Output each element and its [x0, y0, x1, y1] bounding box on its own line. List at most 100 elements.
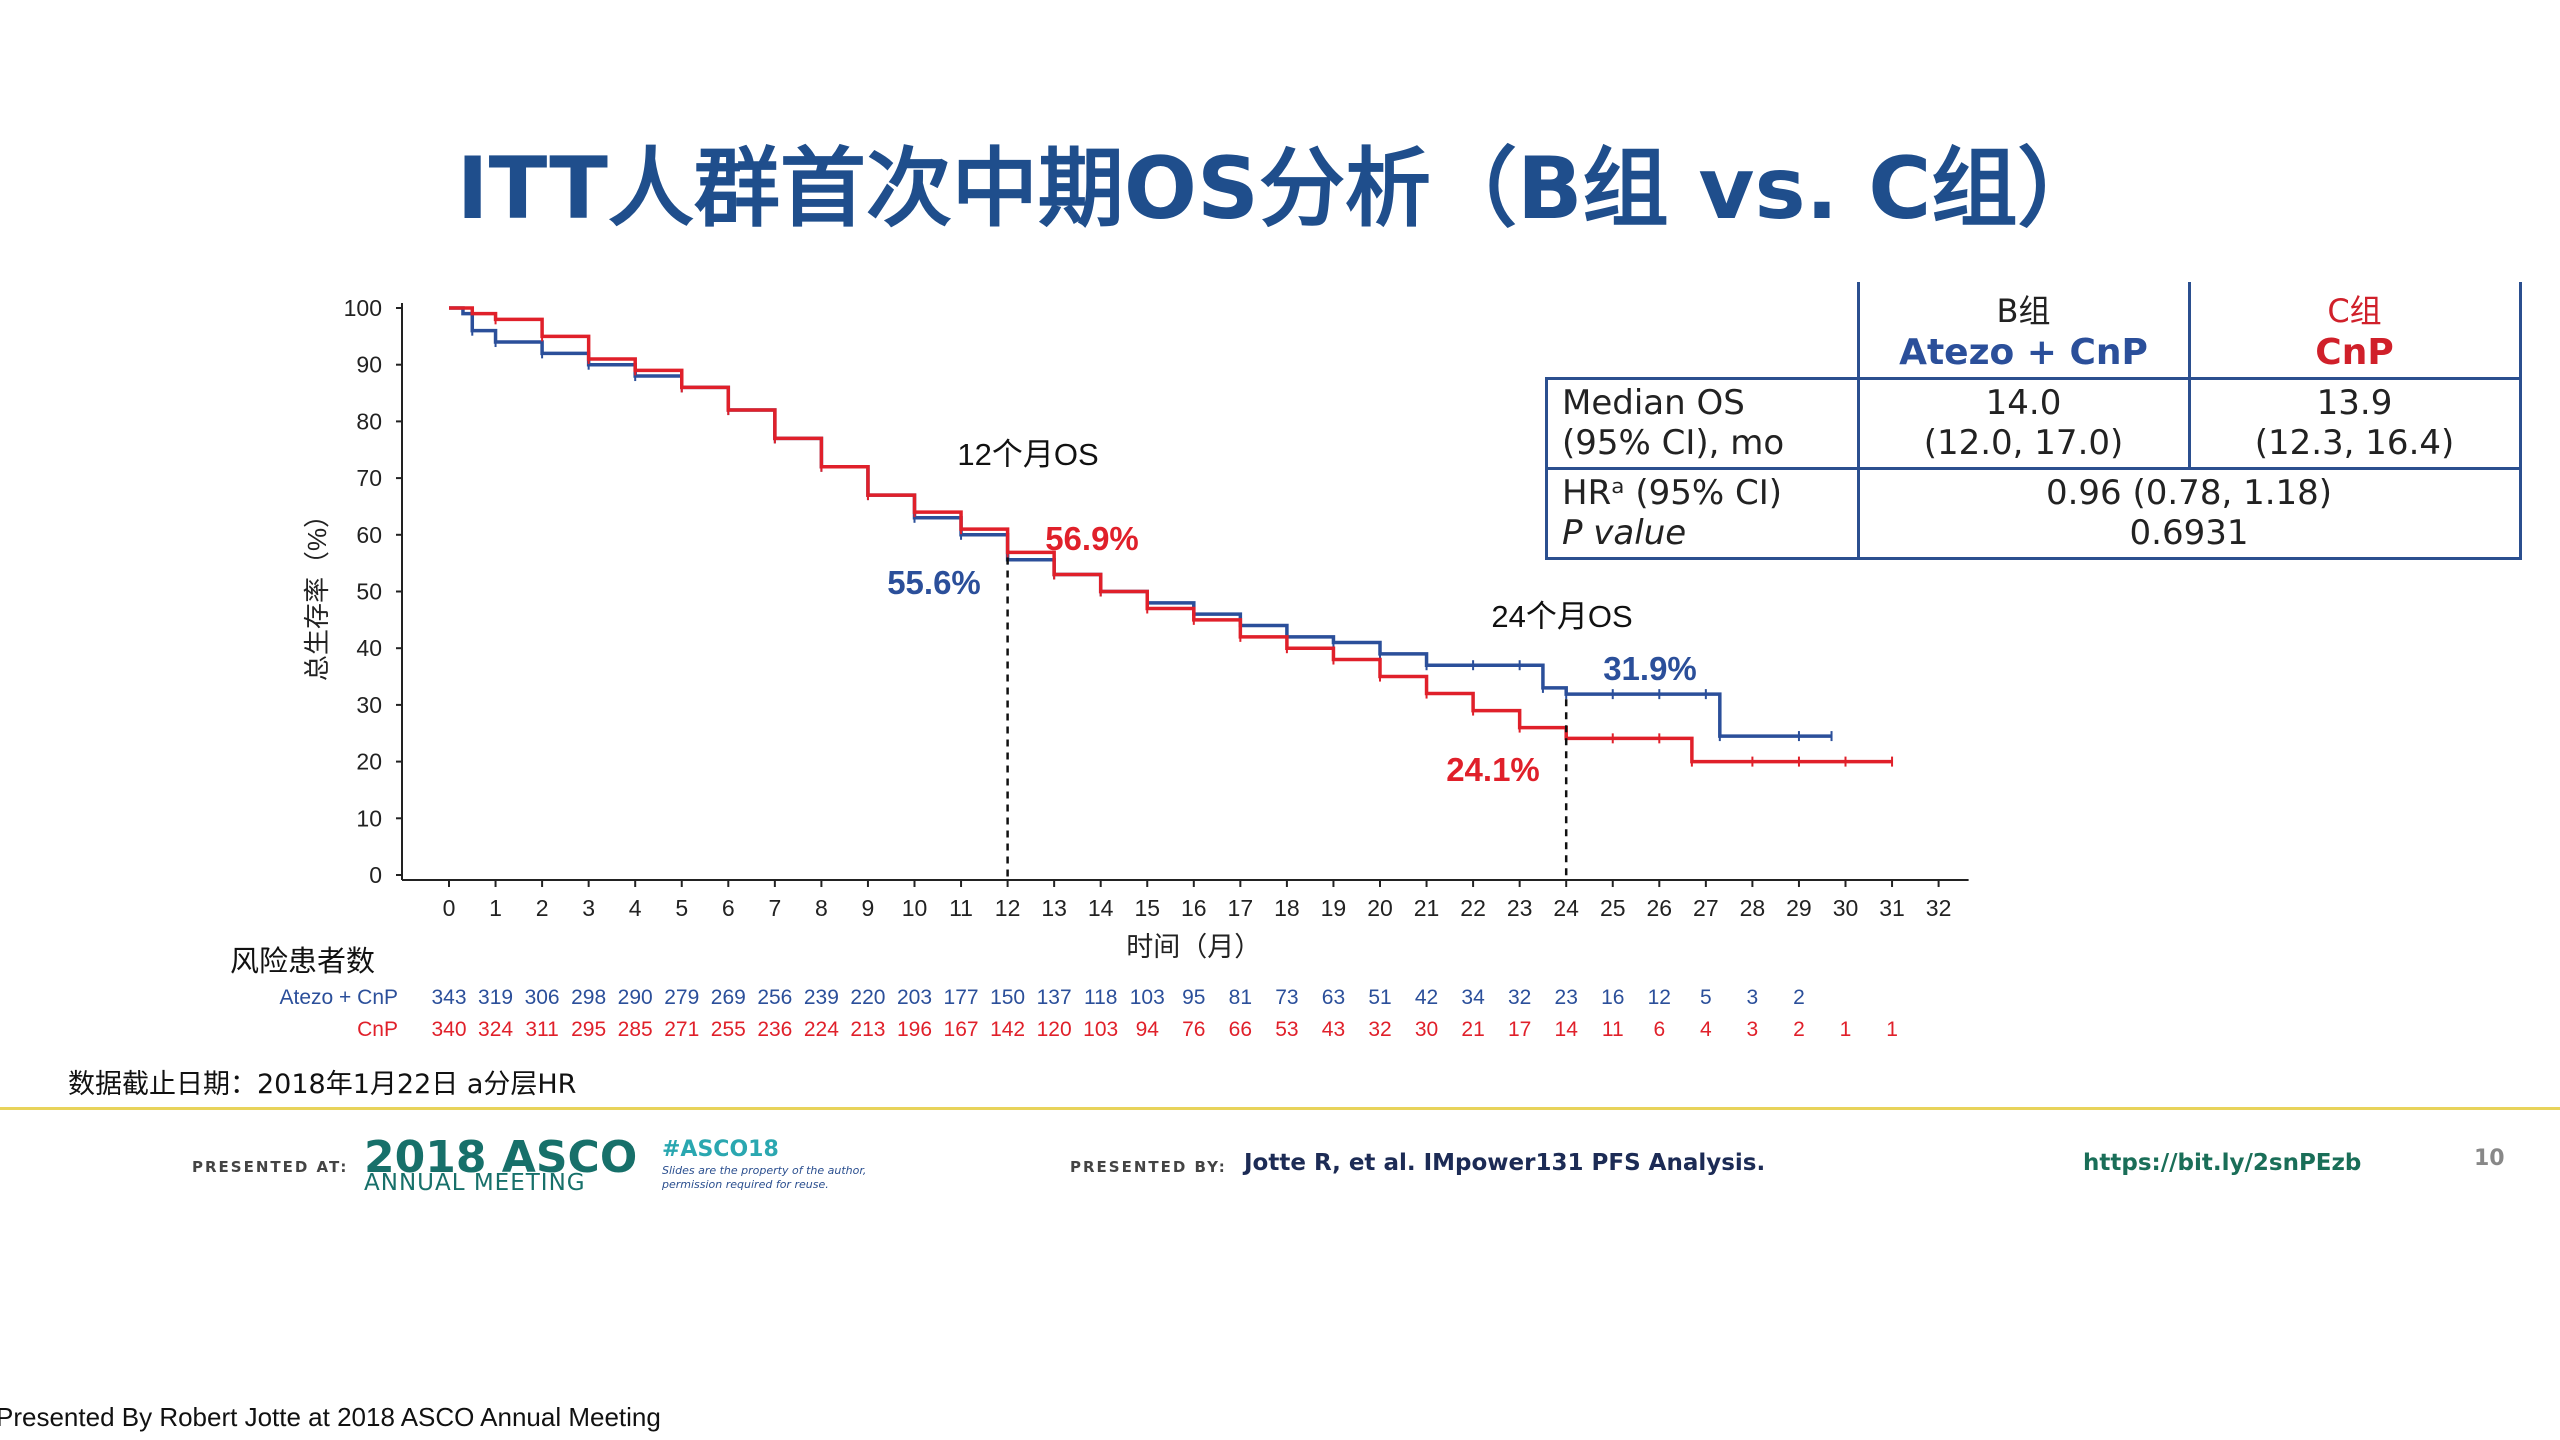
- x-tick-label: 9: [862, 895, 875, 921]
- y-tick-label: 0: [369, 862, 382, 888]
- risk-count: 196: [897, 1018, 932, 1041]
- col-b-regimen: Atezo + CnP: [1899, 331, 2148, 373]
- risk-count: 4: [1700, 1018, 1712, 1041]
- x-tick-label: 28: [1740, 895, 1766, 921]
- y-tick-label: 40: [356, 635, 382, 661]
- x-tick-label: 14: [1088, 895, 1114, 921]
- x-tick-label: 19: [1321, 895, 1347, 921]
- x-tick-label: 31: [1879, 895, 1905, 921]
- x-tick-label: 22: [1460, 895, 1486, 921]
- risk-count: 3: [1747, 1018, 1759, 1041]
- x-tick-label: 13: [1041, 895, 1067, 921]
- risk-count: 224: [804, 1018, 839, 1041]
- annotation-layer: 12个月OS 24个月OS 55.6% 56.9% 31.9% 24.1%: [887, 437, 1697, 880]
- risk-count: 21: [1461, 1018, 1484, 1041]
- row-median-b: 14.0 (12.0, 17.0): [1856, 376, 2191, 470]
- risk-count: 16: [1601, 986, 1624, 1009]
- risk-count: 30: [1415, 1018, 1438, 1041]
- x-tick-label: 6: [722, 895, 735, 921]
- risk-count: 3: [1747, 986, 1759, 1009]
- risk-count: 295: [571, 1018, 606, 1041]
- y-tick-label: 30: [356, 692, 382, 718]
- x-tick-label: 27: [1693, 895, 1719, 921]
- risk-count: 279: [664, 986, 699, 1009]
- row-hr-value: 0.96 (0.78, 1.18) 0.6931: [1856, 466, 2522, 560]
- x-tick-label: 32: [1926, 895, 1952, 921]
- risk-count: 306: [525, 986, 560, 1009]
- os-value-label: 31.9%: [1603, 650, 1697, 687]
- col-header-b: B组 Atezo + CnP: [1856, 282, 2191, 380]
- asco-copyright-note: Slides are the property of the author, p…: [662, 1164, 867, 1191]
- x-tick-label: 3: [582, 895, 595, 921]
- risk-count: 311: [525, 1018, 558, 1041]
- risk-count: 271: [664, 1018, 699, 1041]
- x-tick-label: 29: [1786, 895, 1812, 921]
- risk-count: 32: [1368, 1018, 1391, 1041]
- asco-name: ASCO: [501, 1132, 638, 1183]
- x-tick-label: 26: [1647, 895, 1673, 921]
- asco-hashtag: #ASCO18: [662, 1137, 779, 1162]
- x-tick-label: 2: [536, 895, 549, 921]
- risk-count: 63: [1322, 986, 1345, 1009]
- risk-row-label: CnP: [357, 1018, 398, 1041]
- asco-logo: 2018 ASCO: [364, 1132, 637, 1183]
- risk-count: 23: [1555, 986, 1578, 1009]
- x-tick-label: 4: [629, 895, 642, 921]
- y-tick-label: 100: [344, 295, 382, 321]
- risk-count: 76: [1182, 1018, 1205, 1041]
- y-tick-label: 60: [356, 522, 382, 548]
- x-tick-label: 8: [815, 895, 828, 921]
- risk-count: 285: [618, 1018, 653, 1041]
- risk-count: 43: [1322, 1018, 1345, 1041]
- risk-count: 203: [897, 986, 932, 1009]
- col-c-group: C组: [2327, 291, 2382, 330]
- x-tick-label: 30: [1833, 895, 1859, 921]
- x-tick-label: 12: [995, 895, 1021, 921]
- risk-count: 32: [1508, 986, 1531, 1009]
- x-tick-label: 11: [949, 895, 973, 921]
- x-tick-label: 15: [1134, 895, 1160, 921]
- risk-count: 1: [1886, 1018, 1898, 1041]
- risk-count: 103: [1083, 1018, 1118, 1041]
- risk-count: 73: [1275, 986, 1298, 1009]
- os-value-label: 55.6%: [887, 564, 981, 601]
- risk-count: 324: [478, 1018, 513, 1041]
- risk-count: 142: [990, 1018, 1025, 1041]
- data-cutoff-footnote: 数据截止日期：2018年1月22日 a分层HR: [68, 1069, 577, 1100]
- x-tick-label: 17: [1228, 895, 1254, 921]
- x-tick-label: 16: [1181, 895, 1207, 921]
- os-value-label: 56.9%: [1045, 520, 1139, 557]
- x-tick-label: 20: [1367, 895, 1393, 921]
- row-median-c: 13.9 (12.3, 16.4): [2187, 376, 2522, 470]
- risk-table-title: 风险患者数: [230, 945, 375, 978]
- x-tick-label: 1: [489, 895, 502, 921]
- y-tick-label: 90: [356, 352, 382, 378]
- risk-count: 236: [757, 1018, 792, 1041]
- x-tick-label: 10: [902, 895, 928, 921]
- table-corner: [1546, 282, 1860, 380]
- median-os-table: B组 Atezo + CnP C组 CnP Median OS (95% CI)…: [1545, 282, 2522, 560]
- risk-count: 343: [431, 986, 466, 1009]
- presenter-credit: Presented By Robert Jotte at 2018 ASCO A…: [0, 1402, 661, 1432]
- series-layer: [449, 306, 1894, 767]
- risk-count: 12: [1648, 986, 1671, 1009]
- x-tick-label: 25: [1600, 895, 1626, 921]
- risk-count: 17: [1508, 1018, 1531, 1041]
- asco-annual-meeting: ANNUAL MEETING: [364, 1170, 586, 1196]
- risk-count: 239: [804, 986, 839, 1009]
- col-header-c: C组 CnP: [2187, 282, 2522, 380]
- risk-count: 220: [850, 986, 885, 1009]
- x-tick-label: 0: [443, 895, 456, 921]
- risk-count: 66: [1229, 1018, 1252, 1041]
- risk-count: 5: [1700, 986, 1712, 1009]
- risk-count: 53: [1275, 1018, 1298, 1041]
- y-tick-label: 10: [356, 805, 382, 831]
- x-tick-label: 18: [1274, 895, 1300, 921]
- footer-divider: [0, 1107, 2560, 1110]
- risk-count: 167: [944, 1018, 979, 1041]
- risk-count: 103: [1130, 986, 1165, 1009]
- reference-link[interactable]: https://bit.ly/2snPEzb: [2083, 1150, 2362, 1176]
- risk-count: 1: [1840, 1018, 1852, 1041]
